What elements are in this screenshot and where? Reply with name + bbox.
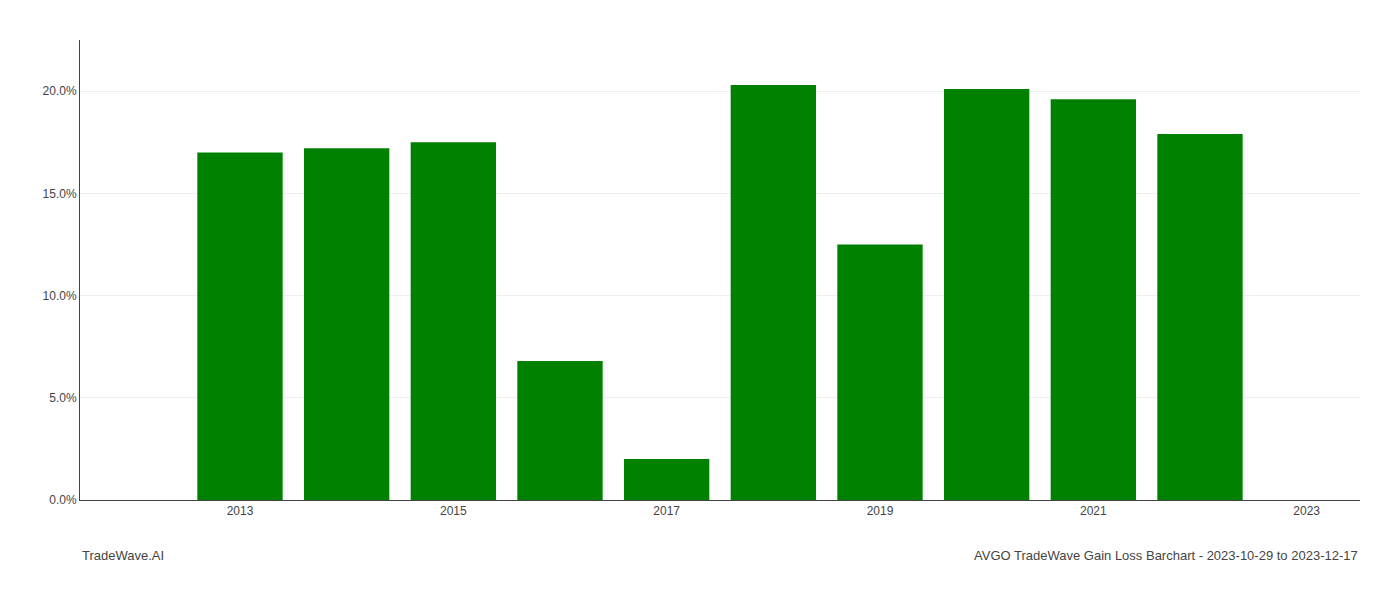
svg-text:2015: 2015 bbox=[440, 504, 467, 518]
svg-text:AVGO TradeWave Gain Loss Barch: AVGO TradeWave Gain Loss Barchart - 2023… bbox=[974, 548, 1358, 563]
svg-text:2017: 2017 bbox=[653, 504, 680, 518]
svg-text:5.0%: 5.0% bbox=[49, 391, 77, 405]
svg-text:TradeWave.AI: TradeWave.AI bbox=[82, 548, 164, 563]
svg-text:20.0%: 20.0% bbox=[43, 84, 77, 98]
svg-text:2023: 2023 bbox=[1293, 504, 1320, 518]
svg-text:15.0%: 15.0% bbox=[43, 187, 77, 201]
svg-text:0.0%: 0.0% bbox=[49, 493, 77, 507]
svg-text:2019: 2019 bbox=[867, 504, 894, 518]
svg-text:2013: 2013 bbox=[227, 504, 254, 518]
svg-text:2021: 2021 bbox=[1080, 504, 1107, 518]
svg-text:10.0%: 10.0% bbox=[43, 289, 77, 303]
